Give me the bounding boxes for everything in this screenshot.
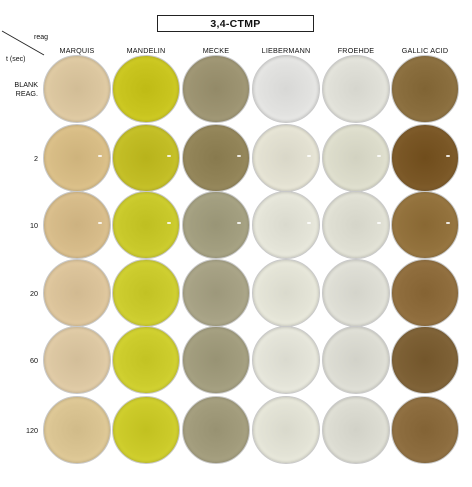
compound-title: 3,4-CTMP [157, 15, 314, 32]
test-well-marquis [43, 259, 111, 327]
test-well-mandelin [112, 124, 180, 192]
test-well-froehde [322, 55, 390, 123]
test-well-gallic-acid [391, 396, 459, 464]
test-well-gallic-acid [391, 55, 459, 123]
test-well-mecke [182, 259, 250, 327]
test-well-marquis [43, 124, 111, 192]
test-well-mecke [182, 326, 250, 394]
corner-diagonal-line [1, 30, 45, 56]
test-well-gallic-acid [391, 191, 459, 259]
test-well-mandelin [112, 396, 180, 464]
row-label: 2 [0, 154, 38, 163]
test-well-mandelin [112, 191, 180, 259]
column-header-gallic-acid: GALLIC ACID [401, 46, 449, 55]
row-label-line1: 2 [34, 154, 38, 163]
row-label-line1: BLANK [14, 80, 38, 89]
row-label-line1: 10 [30, 221, 38, 230]
row-label-line1: 60 [30, 356, 38, 365]
test-well-mecke [182, 55, 250, 123]
test-well-marquis [43, 55, 111, 123]
reagent-axis-label: reag [34, 34, 49, 41]
row-label-line1: 20 [30, 289, 38, 298]
test-well-mandelin [112, 326, 180, 394]
test-well-gallic-acid [391, 259, 459, 327]
row-label-line2: REAG. [15, 89, 38, 98]
column-header-mandelin: MANDELIN [126, 46, 166, 55]
test-well-mecke [182, 124, 250, 192]
test-well-marquis [43, 326, 111, 394]
test-well-froehde [322, 191, 390, 259]
row-label: 60 [0, 356, 38, 365]
test-well-liebermann [252, 55, 320, 123]
test-well-mandelin [112, 55, 180, 123]
row-label: 20 [0, 289, 38, 298]
test-well-gallic-acid [391, 326, 459, 394]
time-axis-label: t (sec) [6, 56, 26, 63]
row-label: BLANK REAG. [0, 80, 38, 98]
test-well-mandelin [112, 259, 180, 327]
test-well-marquis [43, 191, 111, 259]
test-well-froehde [322, 326, 390, 394]
test-well-froehde [322, 259, 390, 327]
column-header-mecke: MECKE [202, 46, 230, 55]
test-well-liebermann [252, 259, 320, 327]
column-header-froehde: FROEHDE [337, 46, 375, 55]
test-well-liebermann [252, 396, 320, 464]
test-well-liebermann [252, 326, 320, 394]
test-well-mecke [182, 191, 250, 259]
row-label: 10 [0, 221, 38, 230]
test-well-froehde [322, 124, 390, 192]
row-label: 120 [0, 426, 38, 435]
table-corner-header: reag t (sec) [0, 28, 60, 68]
row-label-line1: 120 [26, 426, 38, 435]
test-well-froehde [322, 396, 390, 464]
test-well-liebermann [252, 124, 320, 192]
column-header-marquis: MARQUIS [59, 46, 95, 55]
test-well-liebermann [252, 191, 320, 259]
column-header-liebermann: LIEBERMANN [261, 46, 311, 55]
test-well-marquis [43, 396, 111, 464]
test-well-gallic-acid [391, 124, 459, 192]
test-well-mecke [182, 396, 250, 464]
